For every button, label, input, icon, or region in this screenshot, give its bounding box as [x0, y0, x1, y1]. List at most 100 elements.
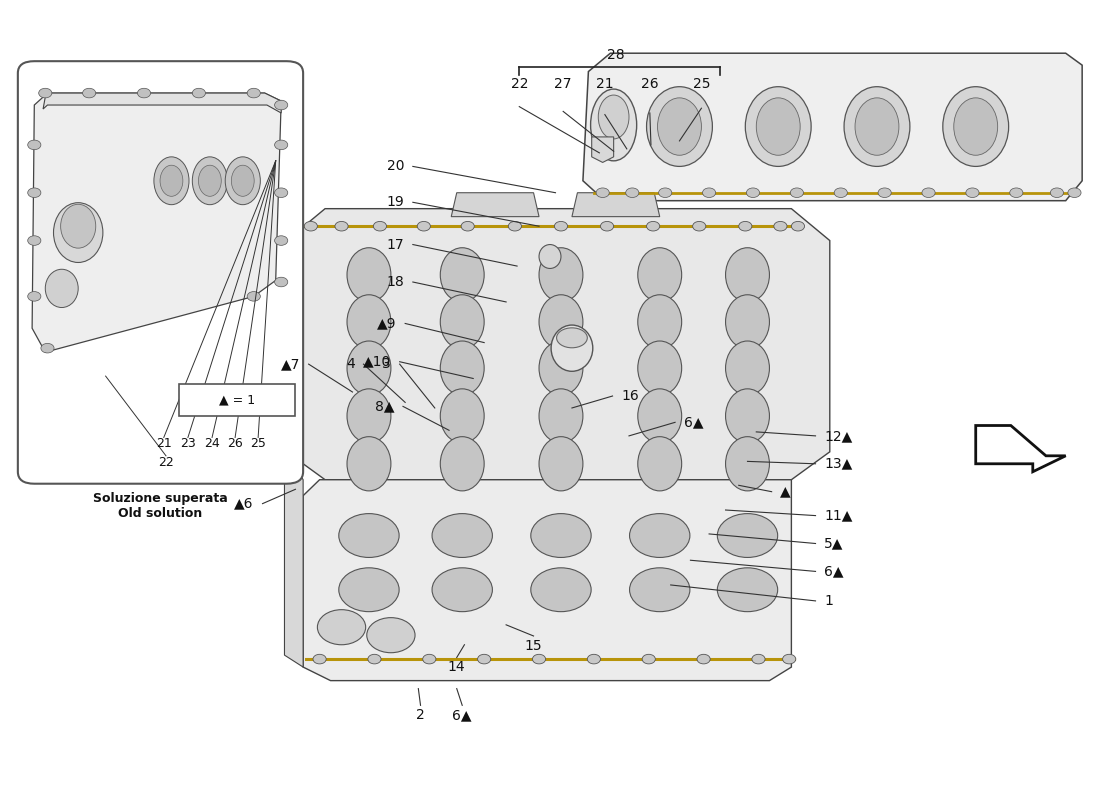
Text: 17: 17	[386, 238, 404, 251]
Text: 27: 27	[554, 78, 572, 91]
Circle shape	[248, 291, 261, 301]
Circle shape	[642, 654, 656, 664]
Ellipse shape	[154, 157, 189, 205]
Ellipse shape	[746, 86, 811, 166]
Circle shape	[601, 222, 614, 231]
Circle shape	[373, 222, 386, 231]
Text: 28: 28	[607, 48, 625, 62]
Ellipse shape	[954, 98, 998, 155]
Circle shape	[367, 654, 381, 664]
Text: 14: 14	[448, 660, 465, 674]
Polygon shape	[304, 480, 791, 681]
Circle shape	[248, 88, 261, 98]
Circle shape	[532, 654, 546, 664]
Text: 3: 3	[382, 357, 390, 371]
Circle shape	[1068, 188, 1081, 198]
Circle shape	[703, 188, 716, 198]
Ellipse shape	[943, 86, 1009, 166]
Text: ▲6: ▲6	[234, 497, 254, 510]
Ellipse shape	[531, 514, 591, 558]
Ellipse shape	[638, 437, 682, 491]
Circle shape	[305, 222, 318, 231]
Circle shape	[752, 654, 766, 664]
Text: 23: 23	[180, 438, 196, 450]
Ellipse shape	[638, 389, 682, 443]
Circle shape	[275, 278, 288, 286]
Text: 6▲: 6▲	[824, 565, 844, 578]
Ellipse shape	[432, 568, 493, 612]
Circle shape	[82, 88, 96, 98]
Circle shape	[39, 88, 52, 98]
FancyBboxPatch shape	[179, 384, 296, 416]
Text: 25: 25	[250, 438, 266, 450]
Ellipse shape	[226, 157, 261, 205]
Ellipse shape	[726, 248, 769, 302]
Ellipse shape	[531, 568, 591, 612]
Text: ▲7: ▲7	[280, 357, 300, 371]
Text: 21: 21	[596, 78, 614, 91]
Circle shape	[192, 88, 206, 98]
Text: ▲10: ▲10	[363, 354, 390, 369]
Circle shape	[587, 654, 601, 664]
Ellipse shape	[726, 389, 769, 443]
Circle shape	[477, 654, 491, 664]
Ellipse shape	[539, 389, 583, 443]
Circle shape	[922, 188, 935, 198]
Ellipse shape	[638, 248, 682, 302]
Circle shape	[461, 222, 474, 231]
Ellipse shape	[757, 98, 800, 155]
Text: 4: 4	[345, 357, 354, 371]
Ellipse shape	[539, 248, 583, 302]
Circle shape	[275, 188, 288, 198]
Text: 20: 20	[386, 159, 404, 174]
Ellipse shape	[717, 568, 778, 612]
Text: 22: 22	[510, 78, 528, 91]
Ellipse shape	[658, 98, 702, 155]
Ellipse shape	[638, 341, 682, 395]
Ellipse shape	[539, 437, 583, 491]
Text: 21: 21	[156, 438, 172, 450]
Ellipse shape	[440, 437, 484, 491]
Ellipse shape	[45, 270, 78, 307]
Ellipse shape	[551, 325, 593, 371]
Circle shape	[28, 236, 41, 246]
Text: ▲9: ▲9	[377, 317, 396, 330]
Circle shape	[659, 188, 672, 198]
Circle shape	[697, 654, 711, 664]
Circle shape	[28, 140, 41, 150]
Text: 13▲: 13▲	[824, 457, 852, 470]
Polygon shape	[572, 193, 660, 217]
Ellipse shape	[629, 568, 690, 612]
Ellipse shape	[855, 98, 899, 155]
Ellipse shape	[440, 389, 484, 443]
Circle shape	[334, 222, 348, 231]
Circle shape	[791, 222, 804, 231]
Polygon shape	[287, 209, 829, 480]
Circle shape	[422, 654, 436, 664]
Circle shape	[647, 222, 660, 231]
Ellipse shape	[346, 248, 390, 302]
Text: 16: 16	[621, 389, 639, 403]
Ellipse shape	[192, 157, 228, 205]
Polygon shape	[583, 54, 1082, 201]
Ellipse shape	[440, 341, 484, 395]
Ellipse shape	[339, 568, 399, 612]
Text: 26: 26	[228, 438, 243, 450]
Circle shape	[626, 188, 639, 198]
Circle shape	[693, 222, 706, 231]
Circle shape	[966, 188, 979, 198]
Circle shape	[138, 88, 151, 98]
Ellipse shape	[346, 341, 390, 395]
Text: ▲ = 1: ▲ = 1	[219, 394, 255, 406]
Text: ▲: ▲	[780, 485, 791, 498]
Circle shape	[790, 188, 803, 198]
Ellipse shape	[598, 95, 629, 139]
Circle shape	[28, 291, 41, 301]
Circle shape	[28, 188, 41, 198]
Ellipse shape	[726, 437, 769, 491]
Circle shape	[275, 236, 288, 246]
Text: 26: 26	[641, 78, 659, 91]
Circle shape	[41, 343, 54, 353]
Text: 19: 19	[386, 195, 404, 210]
Text: 12▲: 12▲	[824, 429, 852, 443]
